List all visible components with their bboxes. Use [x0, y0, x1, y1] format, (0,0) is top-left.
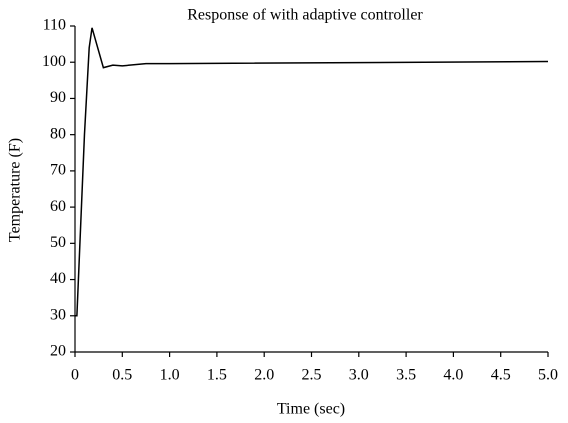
- x-tick-label: 3.0: [349, 367, 369, 384]
- y-tick-label: 90: [50, 89, 66, 106]
- y-tick-label: 30: [50, 306, 66, 323]
- x-axis-label: Time (sec): [277, 401, 345, 418]
- x-tick-label: 2.5: [302, 367, 322, 384]
- x-tick-label: 0: [71, 367, 79, 384]
- y-tick-label: 80: [50, 125, 66, 142]
- x-tick-label: 3.5: [396, 367, 416, 384]
- x-tick-label: 2.0: [254, 367, 274, 384]
- x-tick-label: 1.5: [207, 367, 227, 384]
- chart-title: Response of with adaptive controller: [187, 7, 423, 24]
- y-tick-label: 40: [50, 270, 66, 287]
- y-tick-label: 70: [50, 162, 66, 179]
- x-tick-label: 5.0: [538, 367, 558, 384]
- y-tick-label: 60: [50, 198, 66, 215]
- x-tick-label: 4.0: [443, 367, 463, 384]
- y-axis-label: Temperature (F): [7, 138, 24, 242]
- x-tick-label: 1.0: [160, 367, 180, 384]
- data-line: [75, 27, 549, 317]
- x-tick-label: 4.5: [491, 367, 511, 384]
- y-tick-label: 100: [42, 53, 66, 70]
- y-tick-label: 50: [50, 234, 66, 251]
- y-tick-label: 110: [43, 17, 66, 34]
- y-tick-label: 20: [50, 343, 66, 360]
- x-tick-label: 0.5: [112, 367, 132, 384]
